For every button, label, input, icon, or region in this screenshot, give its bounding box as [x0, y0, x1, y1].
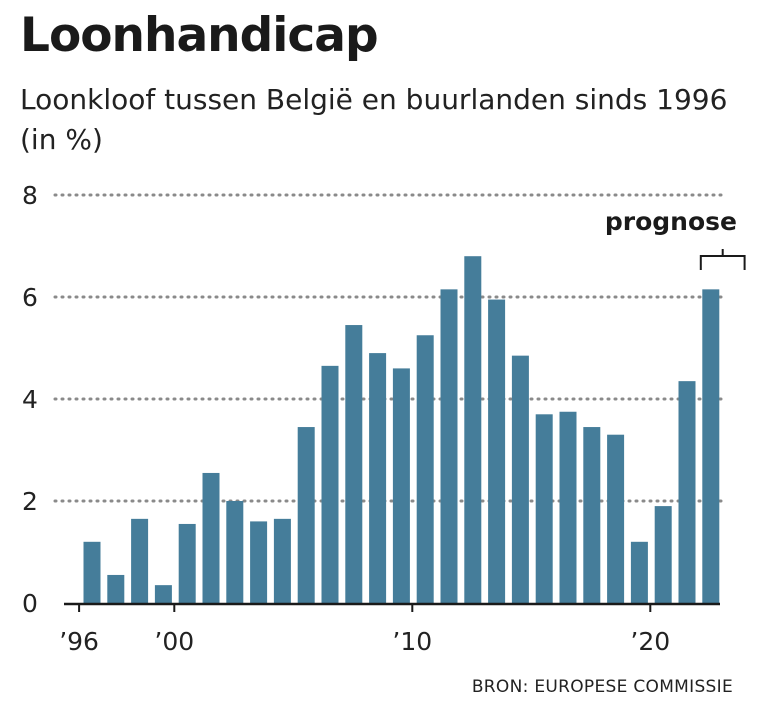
bar	[226, 501, 244, 603]
bar	[559, 411, 577, 603]
x-tick-label: ’96	[59, 627, 99, 656]
annotations: prognose	[605, 207, 746, 270]
bar	[488, 299, 506, 603]
prognose-bracket	[699, 249, 746, 270]
y-axis-ticks: 0 2 4 6 8	[22, 181, 38, 618]
prognose-label: prognose	[605, 207, 737, 236]
bar	[369, 353, 387, 603]
bar	[654, 506, 672, 603]
y-tick-label: 6	[22, 283, 38, 312]
bar	[297, 427, 315, 603]
bar	[416, 335, 434, 603]
x-tick-label: ’10	[392, 627, 432, 656]
bar	[630, 541, 648, 603]
bar	[392, 368, 410, 603]
chart-title: Loonhandicap	[20, 8, 379, 63]
bar	[440, 289, 458, 603]
bar	[345, 325, 363, 603]
source-note: BRON: EUROPESE COMMISSIE	[471, 677, 733, 697]
x-tick-label: ’20	[630, 627, 670, 656]
y-tick-label: 2	[22, 487, 38, 516]
bar	[678, 381, 696, 603]
bar	[535, 414, 553, 603]
bars	[83, 256, 720, 603]
gridlines	[53, 193, 724, 503]
y-tick-label: 4	[22, 385, 38, 414]
bar	[607, 434, 625, 603]
bar	[250, 521, 268, 603]
x-tick-label: ’00	[154, 627, 194, 656]
x-axis-ticks: ’96 ’00 ’10 ’20	[59, 604, 670, 656]
bar	[83, 541, 101, 603]
bar	[321, 365, 339, 603]
bar	[107, 574, 125, 603]
bar	[154, 585, 172, 603]
bar	[583, 427, 601, 603]
bar	[273, 518, 291, 603]
bar	[178, 523, 196, 603]
bar	[464, 256, 482, 603]
bar	[131, 518, 149, 603]
y-tick-label: 0	[22, 589, 38, 618]
bar	[702, 289, 720, 603]
bar	[202, 472, 220, 603]
bar	[511, 355, 529, 603]
chart-subtitle: Loonkloof tussen België en buurlanden si…	[20, 83, 728, 156]
y-tick-label: 8	[22, 181, 38, 210]
